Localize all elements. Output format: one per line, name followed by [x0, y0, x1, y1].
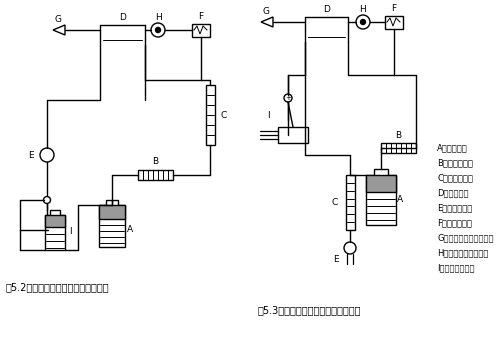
Text: G: G	[262, 6, 270, 16]
Bar	[278, 127, 308, 143]
Text: E：空気ポンプ: E：空気ポンプ	[437, 204, 472, 212]
Text: B: B	[152, 157, 158, 167]
Bar	[380, 143, 416, 153]
Text: 図5.3　開放送気方式の構成（一例）: 図5.3 開放送気方式の構成（一例）	[258, 305, 362, 315]
Text: E: E	[333, 255, 339, 265]
Circle shape	[284, 94, 292, 102]
Text: A：還元容器: A：還元容器	[437, 143, 468, 153]
Text: F：記　録　計: F：記 録 計	[437, 219, 472, 227]
Text: E: E	[28, 151, 34, 159]
Text: F: F	[198, 12, 203, 21]
Text: 図5.2　密閉循環方式の構成（一例）: 図5.2 密閉循環方式の構成（一例）	[6, 282, 110, 292]
Text: H: H	[360, 5, 366, 15]
Text: A: A	[397, 195, 403, 204]
Text: D: D	[323, 4, 330, 14]
Bar	[99, 205, 125, 247]
Text: H: H	[154, 14, 162, 22]
Bar	[366, 175, 396, 225]
Text: F: F	[392, 4, 396, 13]
Text: B: B	[395, 131, 401, 139]
Text: H：原子吸光用検出器: H：原子吸光用検出器	[437, 249, 488, 257]
Text: A: A	[127, 225, 133, 235]
Bar	[50, 210, 60, 216]
Text: C: C	[221, 110, 227, 119]
Text: B：乾　燥　管: B：乾 燥 管	[437, 158, 473, 168]
Text: I：水銀除去装置: I：水銀除去装置	[437, 264, 474, 272]
Bar	[45, 215, 65, 250]
Bar	[138, 170, 172, 180]
Bar	[206, 85, 214, 145]
Circle shape	[40, 148, 54, 162]
Circle shape	[356, 15, 370, 29]
Circle shape	[44, 197, 51, 204]
Circle shape	[151, 23, 165, 37]
Circle shape	[344, 242, 356, 254]
Bar	[366, 175, 396, 192]
Polygon shape	[53, 25, 65, 35]
Text: G：水銀中空陰極ランプ: G：水銀中空陰極ランプ	[437, 234, 494, 242]
Text: C: C	[332, 198, 338, 207]
Bar	[374, 169, 388, 176]
Bar	[45, 215, 65, 227]
Text: +: +	[285, 95, 291, 101]
Circle shape	[156, 28, 160, 33]
Text: C：流　量　計: C：流 量 計	[437, 173, 473, 183]
Bar	[192, 23, 210, 36]
Polygon shape	[261, 17, 273, 27]
Bar	[99, 205, 125, 219]
Text: G: G	[54, 15, 62, 23]
Text: I: I	[266, 110, 270, 119]
Circle shape	[360, 19, 366, 24]
Text: I: I	[68, 227, 71, 237]
Text: D: D	[119, 13, 126, 21]
Bar	[385, 16, 403, 29]
Bar	[106, 200, 118, 206]
Bar	[346, 175, 354, 230]
Text: D：吸収セル: D：吸収セル	[437, 188, 468, 198]
